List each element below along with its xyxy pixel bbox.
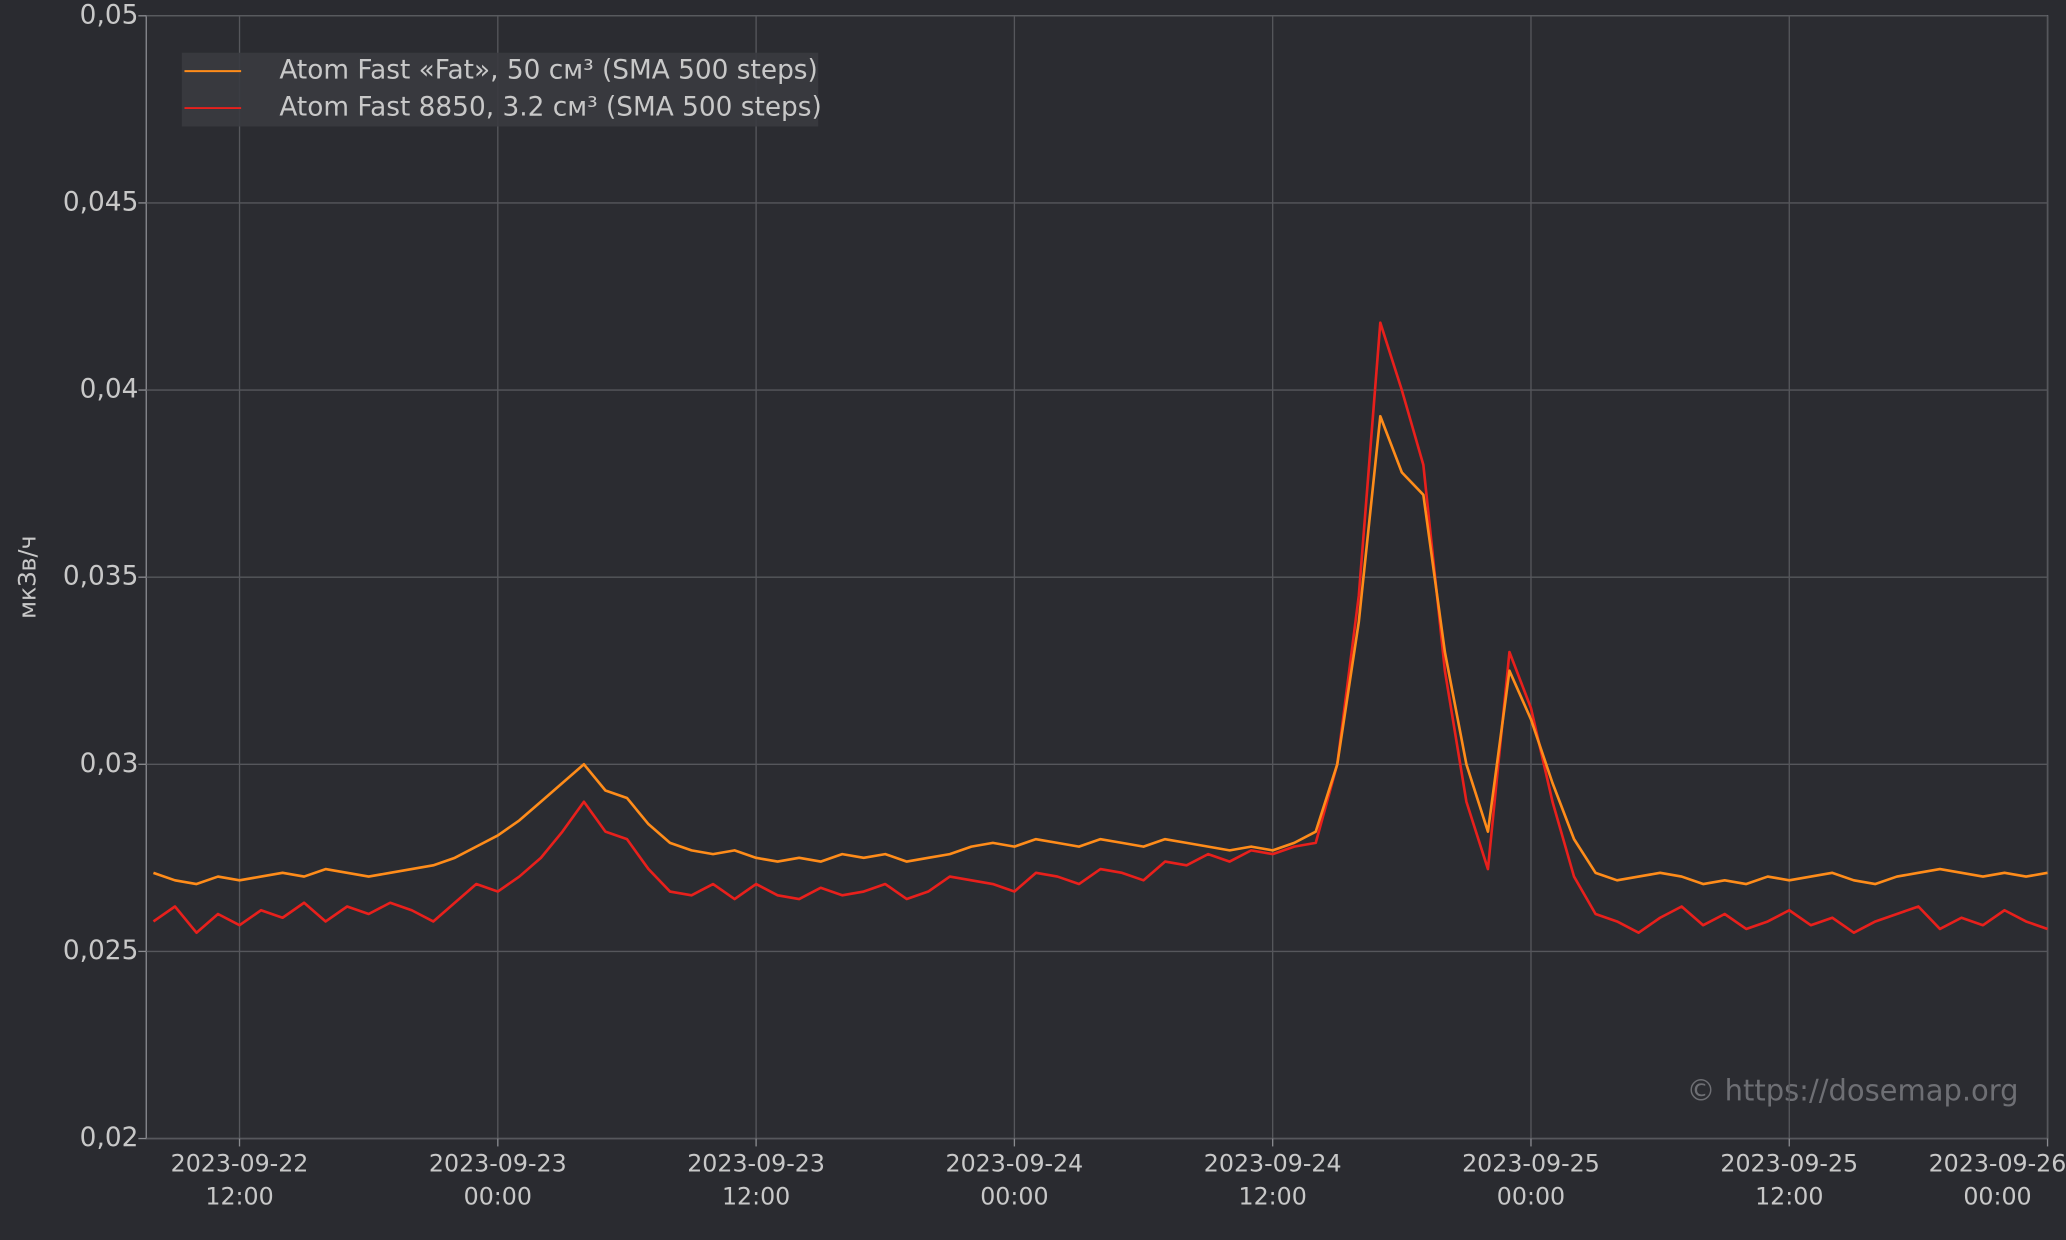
x-tick-label: 12:00 — [1239, 1182, 1307, 1210]
x-tick-label: 2023-09-25 — [1720, 1149, 1858, 1177]
lines — [152, 321, 2048, 935]
x-tick-label: 2023-09-24 — [1204, 1149, 1342, 1177]
y-tick-label: 0,02 — [80, 1123, 139, 1153]
y-tick-label: 0,05 — [80, 0, 139, 30]
x-tick-label: 12:00 — [722, 1182, 790, 1210]
x-tick-label: 00:00 — [1963, 1182, 2031, 1210]
x-tick-label: 12:00 — [1755, 1182, 1823, 1210]
y-tick-label: 0,025 — [63, 936, 138, 966]
legend: Atom Fast «Fat», 50 см³ (SMA 500 steps) A… — [181, 52, 822, 127]
x-tick-label: 2023-09-24 — [946, 1149, 1084, 1177]
y-tick-label: 0,04 — [80, 375, 139, 405]
x-tick-label: 2023-09-23 — [687, 1149, 825, 1177]
legend-box — [181, 52, 819, 127]
y-tick-label: 0,045 — [63, 187, 138, 217]
y-tick-label: 0,03 — [80, 749, 139, 779]
x-tick-label: 00:00 — [464, 1182, 532, 1210]
y-tick-label: 0,035 — [63, 562, 138, 592]
series-line — [153, 414, 2048, 886]
x-tick-label: 2023-09-22 — [171, 1149, 309, 1177]
legend-label: Atom Fast «Fat», 50 см³ (SMA 500 steps) — [279, 56, 817, 86]
x-tick-label: 2023-09-26 — [1929, 1149, 2066, 1177]
legend-label: Atom Fast 8850, 3.2 см³ (SMA 500 steps) — [279, 93, 821, 123]
x-tick-label: 00:00 — [980, 1182, 1048, 1210]
y-axis-label: мкЗв/ч — [13, 535, 41, 618]
grid: 0,02 0,025 0,03 0,035 0,04 0,045 0,05 2023-09-2… — [63, 0, 2066, 1210]
x-tick-label: 2023-09-25 — [1462, 1149, 1600, 1177]
x-tick-label: 2023-09-23 — [429, 1149, 567, 1177]
x-tick-label: 00:00 — [1497, 1182, 1565, 1210]
x-tick-label: 12:00 — [205, 1182, 273, 1210]
series-line — [152, 321, 2048, 935]
watermark: © https://dosemap.org — [1686, 1073, 2018, 1107]
